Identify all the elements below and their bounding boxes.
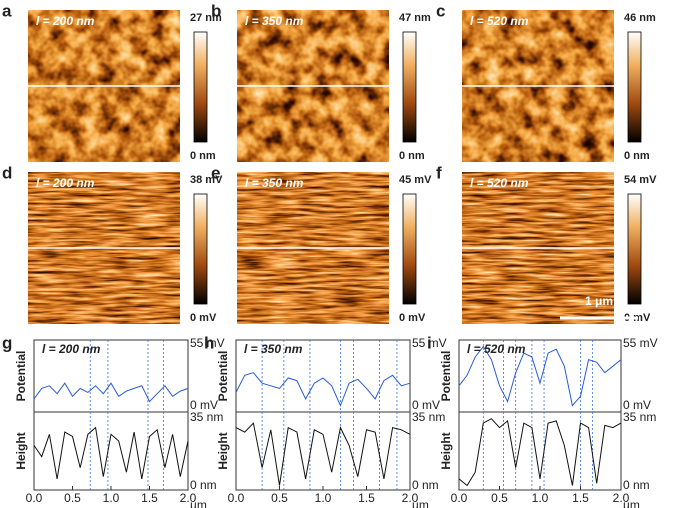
x-tick-label: 2.0 (180, 491, 197, 505)
colorbar (193, 31, 208, 143)
y-tick-label: 55 mV (190, 336, 225, 350)
scale-bar-label: 1 μm (585, 294, 613, 308)
panel-letter: h (204, 333, 214, 352)
x-tick-label: 0.5 (271, 491, 288, 505)
x-tick-label: 0.0 (451, 491, 468, 505)
colorbar-max: 46 nm (624, 12, 656, 24)
profile-curve (235, 372, 411, 407)
image-label: l = 200 nm (36, 14, 95, 28)
x-tick-label: 0.5 (491, 491, 508, 505)
colorbar (402, 31, 417, 143)
colorbar-min: 0 nm (399, 150, 425, 162)
profile-curve (458, 345, 622, 407)
colorbar (402, 193, 417, 305)
chart-title: l = 350 nm (244, 342, 303, 356)
y-tick-label: 55 mV (412, 336, 447, 350)
y-tick-label: 0 mV (190, 398, 218, 412)
colorbar-max: 47 nm (399, 12, 431, 24)
image-label: l = 350 nm (245, 14, 304, 28)
x-tick-label: 1.5 (141, 491, 158, 505)
image-label: l = 350 nm (245, 176, 304, 190)
profile-curve (33, 382, 189, 403)
panel-letter: i (427, 333, 432, 352)
x-unit: µm (623, 498, 640, 508)
y2-tick-label: 35 nm (623, 410, 656, 424)
colorbar-min: 0 nm (190, 150, 216, 162)
x-tick-label: 0.0 (26, 491, 43, 505)
colorbar (627, 193, 642, 305)
panel-letter: f (436, 163, 442, 182)
x-tick-label: 0.0 (228, 491, 245, 505)
colorbar-max: 54 mV (624, 174, 657, 186)
x-unit: µm (190, 498, 207, 508)
colorbar-max: 27 nm (190, 12, 222, 24)
colorbar-min: 0 nm (624, 150, 650, 162)
y2-label: Height (439, 432, 453, 469)
y2-tick-label: 35 nm (412, 410, 445, 424)
y-tick-label: 0 mV (412, 398, 440, 412)
y2-label: Height (14, 432, 28, 469)
panel-letter: g (2, 333, 12, 352)
y-tick-label: 0 mV (623, 398, 651, 412)
y2-label: Height (216, 432, 230, 469)
x-tick-label: 2.0 (613, 491, 630, 505)
profile-curve (235, 422, 411, 486)
panel-letter: e (211, 163, 220, 182)
x-tick-label: 1.0 (532, 491, 549, 505)
y-label: Potential (14, 351, 28, 402)
colorbar-min: 0 mV (399, 312, 426, 324)
x-tick-label: 1.5 (572, 491, 589, 505)
x-tick-label: 0.5 (64, 491, 81, 505)
y-label: Potential (439, 351, 453, 402)
y2-tick-label: 0 nm (412, 478, 439, 492)
x-tick-label: 2.0 (402, 491, 419, 505)
chart-title: l = 200 nm (42, 342, 101, 356)
x-tick-label: 1.5 (358, 491, 375, 505)
x-unit: µm (412, 498, 429, 508)
profile-curve (458, 418, 622, 487)
y2-tick-label: 0 nm (623, 478, 650, 492)
profile-curve (33, 426, 189, 479)
panel-letter: a (2, 1, 12, 20)
image-label: l = 200 nm (36, 176, 95, 190)
y-tick-label: 55 mV (623, 336, 658, 350)
colorbar-max: 45 mV (399, 174, 432, 186)
x-tick-label: 1.0 (103, 491, 120, 505)
y2-tick-label: 35 nm (190, 410, 223, 424)
colorbar-min: 0 mV (190, 312, 217, 324)
panel-letter: b (211, 1, 221, 20)
x-tick-label: 1.0 (315, 491, 332, 505)
y-label: Potential (216, 351, 230, 402)
colorbar (627, 31, 642, 143)
image-label: l = 520 nm (470, 176, 529, 190)
y2-tick-label: 0 nm (190, 478, 217, 492)
panel-letter: c (436, 1, 445, 20)
colorbar-max: 38 mV (190, 174, 223, 186)
panel-letter: d (2, 163, 12, 182)
colorbar (193, 193, 208, 305)
image-label: l = 520 nm (470, 14, 529, 28)
chart-title: l = 520 nm (467, 342, 526, 356)
